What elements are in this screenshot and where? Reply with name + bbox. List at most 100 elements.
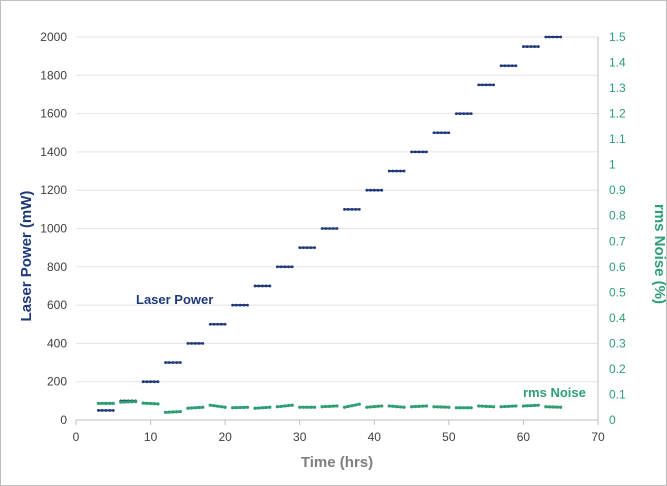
laser-power-point: [320, 227, 324, 230]
rms-noise-point: [148, 401, 153, 406]
rms-noise-point: [506, 404, 511, 408]
rms-noise-point: [309, 405, 313, 409]
laser-power-point: [432, 131, 436, 135]
laser-power-point: [443, 131, 447, 135]
laser-power-point: [510, 64, 514, 68]
y-right-tick-label: 0.1: [609, 387, 626, 401]
rms-noise-point: [122, 400, 127, 404]
rms-noise-point: [533, 403, 537, 407]
axes: [76, 37, 599, 421]
rms-noise-point: [119, 400, 123, 404]
y-left-tick-label: 200: [47, 375, 67, 389]
laser-power-point: [507, 64, 510, 68]
laser-power-point: [462, 112, 466, 115]
laser-power-point: [492, 83, 495, 87]
x-tick-label: 50: [442, 430, 456, 444]
laser-power-point: [309, 246, 313, 250]
laser-power-point: [514, 64, 518, 68]
x-tick-label: 20: [218, 430, 232, 444]
laser-power-point: [104, 409, 108, 412]
rms-noise-point: [212, 404, 216, 408]
y-right-tick-label: 1.4: [609, 56, 626, 70]
laser-power-point: [242, 303, 246, 307]
laser-power-point: [223, 322, 227, 326]
y-left-tick-label: 1000: [40, 222, 67, 236]
rms-noise-point: [260, 406, 265, 410]
rms-noise-point: [443, 405, 447, 409]
x-tick-label: 40: [368, 430, 382, 444]
rms-noise-point: [219, 405, 224, 409]
y-left-tick-label: 1200: [40, 183, 67, 197]
rms-noise-point: [421, 404, 425, 408]
laser-power-point: [380, 188, 384, 192]
rms-noise-point: [391, 404, 395, 408]
rms-noise-point: [253, 406, 257, 410]
laser-power-point: [302, 246, 305, 250]
laser-power-point: [454, 112, 458, 115]
laser-power-point: [100, 409, 104, 412]
laser-power-point: [164, 361, 167, 364]
rms-noise-point: [231, 406, 235, 410]
laser-power-point: [279, 265, 283, 269]
rms-noise-point: [156, 402, 160, 406]
y-right-tick-label: 0.5: [609, 285, 626, 299]
y-right-tick-label: 1: [609, 158, 616, 172]
laser-power-point: [533, 45, 537, 48]
y-left-axis-title: Laser Power (mW): [18, 191, 35, 322]
rms-noise-point: [134, 400, 138, 404]
laser-power-point: [440, 131, 443, 135]
rms-noise-point: [387, 404, 391, 408]
rms-noise-point: [357, 402, 361, 406]
rms-noise-point: [96, 401, 100, 406]
y-left-tick-label: 0: [60, 413, 67, 427]
rms-noise-point: [547, 405, 552, 409]
rms-noise-point: [462, 406, 466, 410]
rms-noise-point: [201, 405, 205, 409]
grid-lines: [76, 36, 598, 383]
laser-power-point: [145, 380, 149, 384]
left-axis-ticks: 0 200 400 600 800 1000 1200 1400 1600 1800 2000: [40, 30, 67, 427]
y-left-tick-label: 600: [47, 298, 67, 312]
y-right-tick-label: 1.1: [609, 132, 626, 146]
y-right-tick-label: 1.3: [609, 81, 626, 95]
laser-power-point: [246, 303, 249, 307]
laser-power-point: [167, 361, 171, 364]
rms-noise-point: [208, 403, 212, 407]
rms-noise-point: [145, 401, 149, 405]
laser-power-point: [179, 361, 182, 364]
rms-noise-point: [555, 405, 559, 409]
rms-noise-point: [354, 403, 358, 407]
y-left-tick-label: 800: [47, 260, 67, 274]
rms-noise-point: [275, 405, 279, 409]
y-right-tick-label: 0.3: [609, 336, 626, 350]
y-right-tick-label: 1.5: [609, 30, 626, 44]
rms-noise-point: [424, 404, 429, 408]
laser-power-point: [522, 45, 525, 48]
rms-noise-point: [480, 404, 485, 408]
rms-noise-point: [346, 404, 350, 409]
rms-noise-point: [402, 405, 406, 409]
laser-power-point: [410, 150, 413, 154]
laser-power-point: [257, 284, 261, 288]
rms-noise-point: [279, 404, 283, 408]
rms-noise-point: [559, 405, 563, 409]
y-right-tick-label: 0.8: [609, 209, 626, 223]
rms-noise-point: [305, 405, 309, 409]
rms-noise-point: [492, 405, 496, 409]
rms-noise-point: [488, 404, 492, 409]
laser-power-point: [395, 169, 399, 173]
rms-noise-point: [104, 401, 108, 406]
y-right-tick-label: 0.4: [609, 311, 626, 325]
rms-noise-series: [96, 400, 563, 414]
laser-power-point: [96, 409, 100, 412]
laser-power-point: [149, 380, 152, 384]
laser-power-point: [287, 265, 290, 269]
rms-noise-point: [521, 404, 526, 408]
laser-power-point: [298, 246, 302, 250]
laser-power-point: [193, 342, 197, 345]
rms-noise-point: [234, 406, 238, 410]
rms-noise-point: [432, 405, 436, 409]
rms-noise-point: [320, 405, 324, 409]
laser-power-point: [350, 207, 354, 211]
